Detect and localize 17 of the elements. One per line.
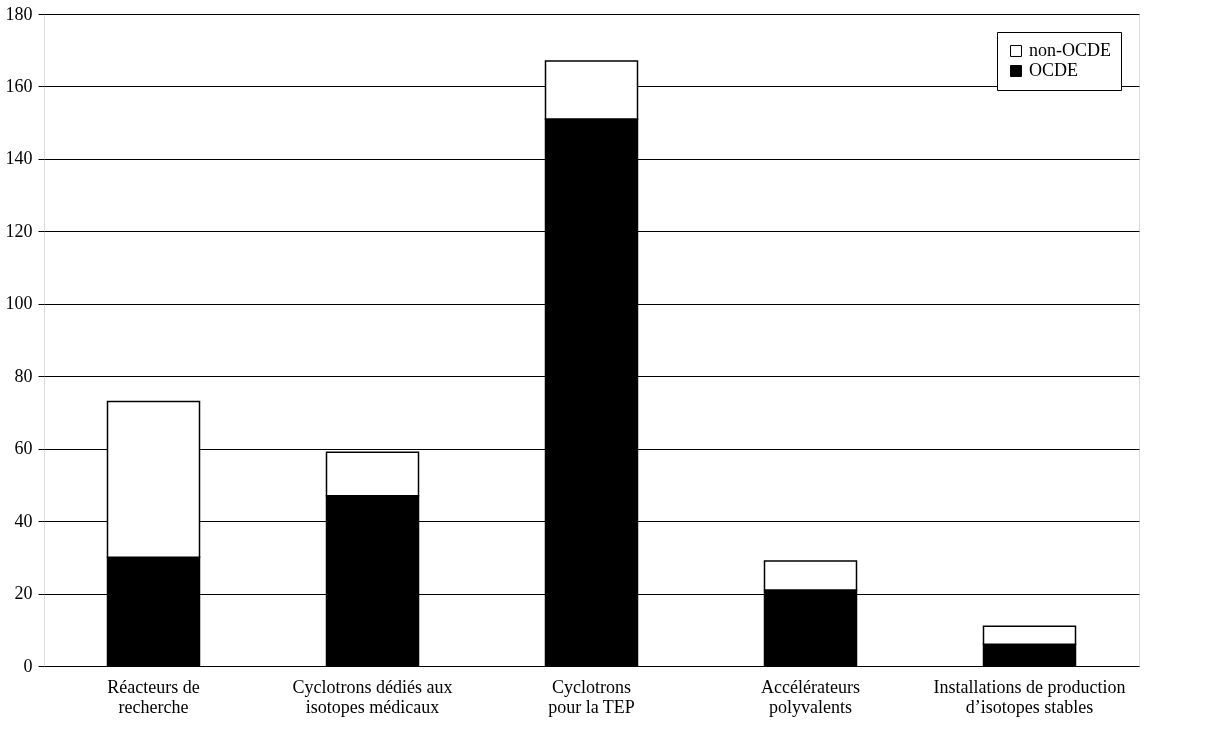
y-tick-label: 140 — [5, 148, 33, 169]
x-tick-label: Installations de production d’isotopes stables — [933, 676, 1126, 717]
legend-label: OCDE — [1029, 60, 1078, 80]
y-tick-label: 40 — [14, 510, 33, 531]
x-tick-label: Cyclotrons dédiés aux isotopes médicaux — [292, 676, 453, 717]
x-tick-label: Accélérateurs polyvalents — [761, 676, 860, 717]
y-tick-label: 120 — [5, 220, 33, 241]
x-tick-label: Réacteurs de recherche — [107, 676, 200, 717]
y-tick-label: 80 — [14, 365, 33, 386]
y-tick-label: 180 — [5, 3, 33, 24]
y-tick-label: 0 — [23, 655, 33, 676]
y-tick-label: 160 — [5, 75, 33, 96]
x-tick-label: Cyclotrons pour la TEP — [548, 676, 635, 717]
y-tick-label: 100 — [5, 293, 33, 314]
y-tick-label: 20 — [14, 583, 33, 604]
legend-label: non-OCDE — [1029, 40, 1111, 60]
y-tick-label: 60 — [14, 438, 33, 459]
